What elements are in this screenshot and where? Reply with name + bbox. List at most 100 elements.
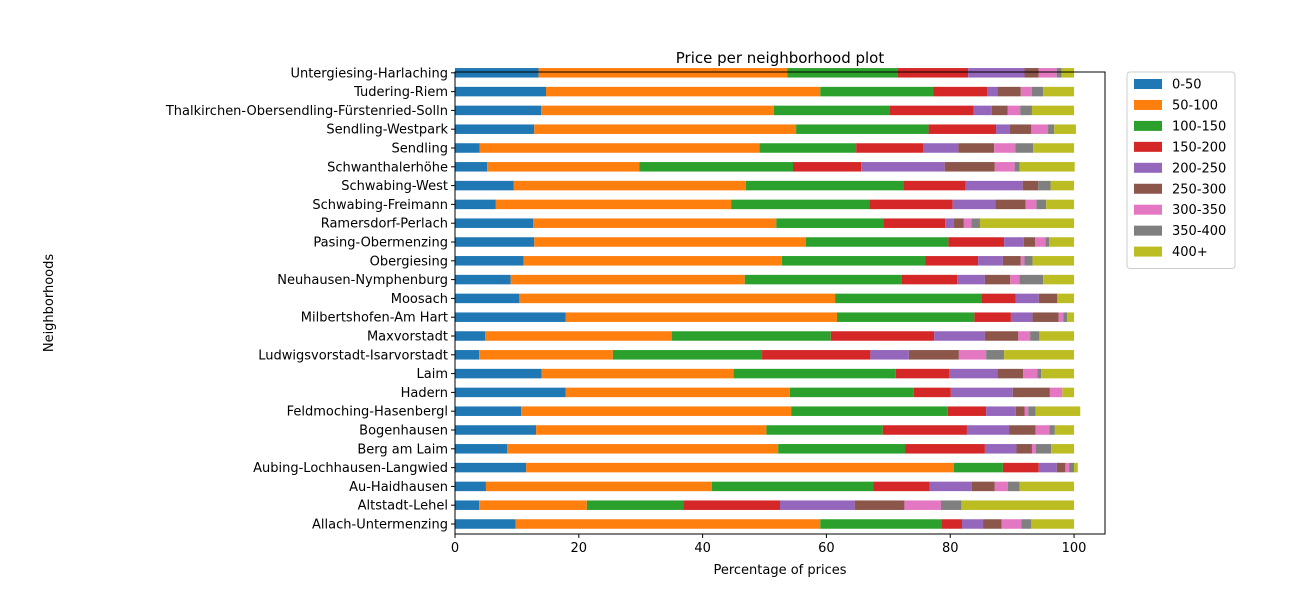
bar-segment <box>762 350 871 360</box>
bar-segment <box>997 86 1021 97</box>
bar-segment <box>1028 406 1036 416</box>
y-tick-label: Schwabing-Freimann <box>312 198 448 213</box>
bar-segment <box>1002 462 1039 473</box>
bar-segment <box>1065 462 1070 473</box>
y-tick-label: Allach-Untermenzing <box>312 518 448 533</box>
bar-segment <box>1048 124 1055 134</box>
bar-segment <box>925 256 979 266</box>
legend-label: 350-400 <box>1172 224 1226 239</box>
chart-title: Price per neighborhood plot <box>676 49 885 67</box>
bar-segment <box>538 68 788 78</box>
bar-segment <box>778 444 906 454</box>
x-tick-label: 40 <box>694 541 711 556</box>
legend-label: 50-100 <box>1172 98 1218 113</box>
y-tick-label: Moosach <box>391 292 448 307</box>
bar-segment <box>996 124 1010 134</box>
bar-segment <box>1038 68 1057 78</box>
bar-segment <box>1035 425 1050 435</box>
bar-segment <box>1020 256 1025 266</box>
bar-segment <box>1025 199 1037 210</box>
bar-segment <box>966 425 1010 435</box>
bar-segment <box>1046 199 1075 210</box>
y-tick-label: Sendling-Westpark <box>326 123 448 138</box>
y-tick-label: Thalkirchen-Obersendling-Fürstenried-Sol… <box>165 104 448 119</box>
bar-segment <box>541 105 774 116</box>
bar-segment <box>479 143 760 153</box>
x-tick-label: 100 <box>1062 541 1087 556</box>
bar-segment <box>455 425 537 435</box>
bar-segment <box>1020 105 1032 116</box>
bar-segment <box>1056 68 1062 78</box>
bar-segment <box>541 368 734 379</box>
bar-segment <box>984 331 1019 341</box>
legend-swatch <box>1134 246 1162 257</box>
y-tick-label: Ludwigsvorstadt-Isarvorstadt <box>258 348 448 363</box>
legend: 0-50 50-100 100-150 150-200 200-250 250-300 30… <box>1126 71 1236 270</box>
bar-segment <box>485 331 672 341</box>
bar-segment <box>889 105 974 116</box>
bar-segment <box>455 500 480 510</box>
bar-segment <box>820 519 942 529</box>
bar-segment <box>913 387 951 398</box>
bar-segment <box>455 274 511 285</box>
bar-segment <box>1010 274 1020 285</box>
bar-segment <box>495 199 732 210</box>
bar-segment <box>1010 312 1033 322</box>
legend-swatch <box>1134 204 1162 215</box>
bar-segment <box>1037 368 1042 379</box>
bar-segment <box>861 162 945 172</box>
bar-segment <box>883 218 946 228</box>
bar-segment <box>789 387 914 398</box>
legend-swatch <box>1134 183 1162 194</box>
bar-segment <box>961 500 1075 510</box>
bar-segment <box>1023 237 1036 247</box>
bar-segment <box>1051 444 1075 454</box>
bar-segment <box>479 500 587 510</box>
bar-segment <box>1032 256 1075 266</box>
bar-segment <box>991 105 1008 116</box>
y-axis: Allach-Untermenzing Altstadt-Lehel Au-Haid… <box>165 66 455 533</box>
bar-segment <box>1061 68 1075 78</box>
bar-segment <box>1035 237 1046 247</box>
bar-segment <box>1024 406 1029 416</box>
bar-segment <box>944 162 995 172</box>
bar-segment <box>950 387 1013 398</box>
legend-swatch <box>1134 141 1162 152</box>
bar-segment <box>873 481 930 492</box>
bar-segment <box>971 218 980 228</box>
bar-segment <box>1024 68 1039 78</box>
bar-segment <box>897 68 969 78</box>
bar-segment <box>1062 387 1075 398</box>
bar-segment <box>952 199 996 210</box>
bar-segment <box>947 406 987 416</box>
bar-segment <box>455 199 496 210</box>
bar-segment <box>835 293 982 304</box>
legend-swatch <box>1134 225 1162 236</box>
bar-segment <box>731 199 870 210</box>
bar-segment <box>984 444 1017 454</box>
bar-segment <box>1024 256 1033 266</box>
bar-segment <box>1009 124 1032 134</box>
bar-segment <box>1043 86 1075 97</box>
bar-segment <box>1021 519 1032 529</box>
bar-segment <box>455 218 533 228</box>
bar-segment <box>455 331 486 341</box>
bar-segment <box>1054 425 1075 435</box>
bar-segment <box>523 256 782 266</box>
bar-segment <box>534 237 806 247</box>
bar-segment <box>455 105 542 116</box>
bar-segment <box>1004 350 1075 360</box>
y-tick-label: Pasing-Obermenzing <box>313 236 448 251</box>
bar-segment <box>981 293 1016 304</box>
legend-label: 0-50 <box>1172 78 1202 93</box>
bar-segment <box>949 368 998 379</box>
bar-segment <box>963 218 972 228</box>
bar-segment <box>1023 368 1038 379</box>
bar-segment <box>820 86 934 97</box>
bar-segment <box>487 162 640 172</box>
bar-segment <box>1004 237 1024 247</box>
bars-group <box>455 68 1081 529</box>
legend-label: 300-350 <box>1172 203 1226 218</box>
bar-segment <box>1057 293 1075 304</box>
bar-segment <box>455 406 522 416</box>
